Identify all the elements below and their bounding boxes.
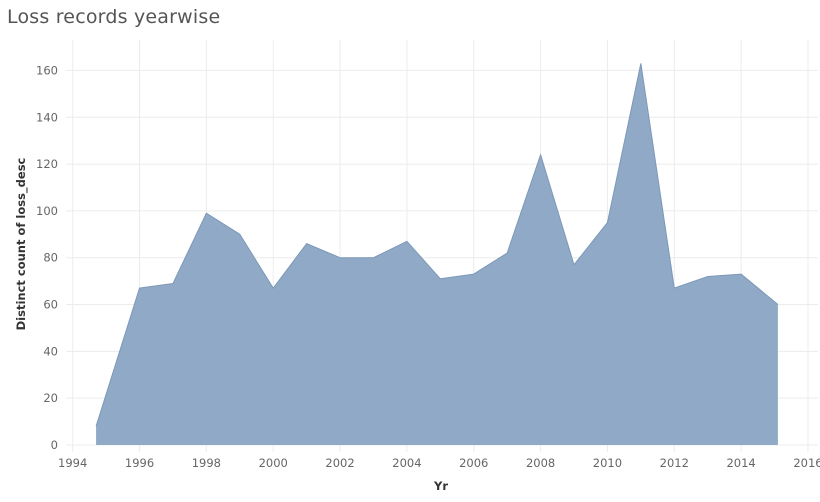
x-tick-label: 2006 bbox=[459, 456, 488, 470]
area-series bbox=[95, 63, 779, 445]
x-tick-label: 2000 bbox=[259, 456, 288, 470]
x-tick-label: 2002 bbox=[325, 456, 354, 470]
x-tick-label: 1994 bbox=[58, 456, 87, 470]
x-tick-label: 2004 bbox=[392, 456, 421, 470]
y-tick-label: 0 bbox=[51, 438, 58, 452]
y-tick-label: 80 bbox=[43, 251, 58, 265]
x-tick-label: 1998 bbox=[192, 456, 221, 470]
y-tick-labels: 0 20 40 60 80 100 120 140 160 bbox=[36, 63, 58, 452]
x-tick-labels: 1994 1996 1998 2000 2002 2004 2006 2008 2010 2012… bbox=[58, 456, 820, 470]
y-tick-label: 140 bbox=[36, 110, 58, 124]
x-tick-label: 2010 bbox=[593, 456, 622, 470]
x-tick-label: 2012 bbox=[660, 456, 689, 470]
x-axis-label: Yr bbox=[433, 479, 448, 493]
x-tick-label: 2008 bbox=[526, 456, 555, 470]
y-tick-label: 60 bbox=[43, 298, 58, 312]
chart-title: Loss records yearwise bbox=[7, 6, 221, 28]
y-tick-label: 20 bbox=[43, 391, 58, 405]
y-tick-label: 40 bbox=[43, 344, 58, 358]
area-line bbox=[95, 63, 779, 427]
y-tick-label: 120 bbox=[36, 157, 58, 171]
x-tick-label: 1996 bbox=[125, 456, 154, 470]
x-tick-label: 2014 bbox=[726, 456, 755, 470]
area-fill bbox=[96, 63, 778, 445]
y-tick-label: 160 bbox=[36, 63, 58, 77]
x-tick-label: 2016 bbox=[793, 456, 820, 470]
y-tick-label: 100 bbox=[36, 204, 58, 218]
y-axis-label: Distinct count of loss_desc bbox=[14, 157, 29, 330]
